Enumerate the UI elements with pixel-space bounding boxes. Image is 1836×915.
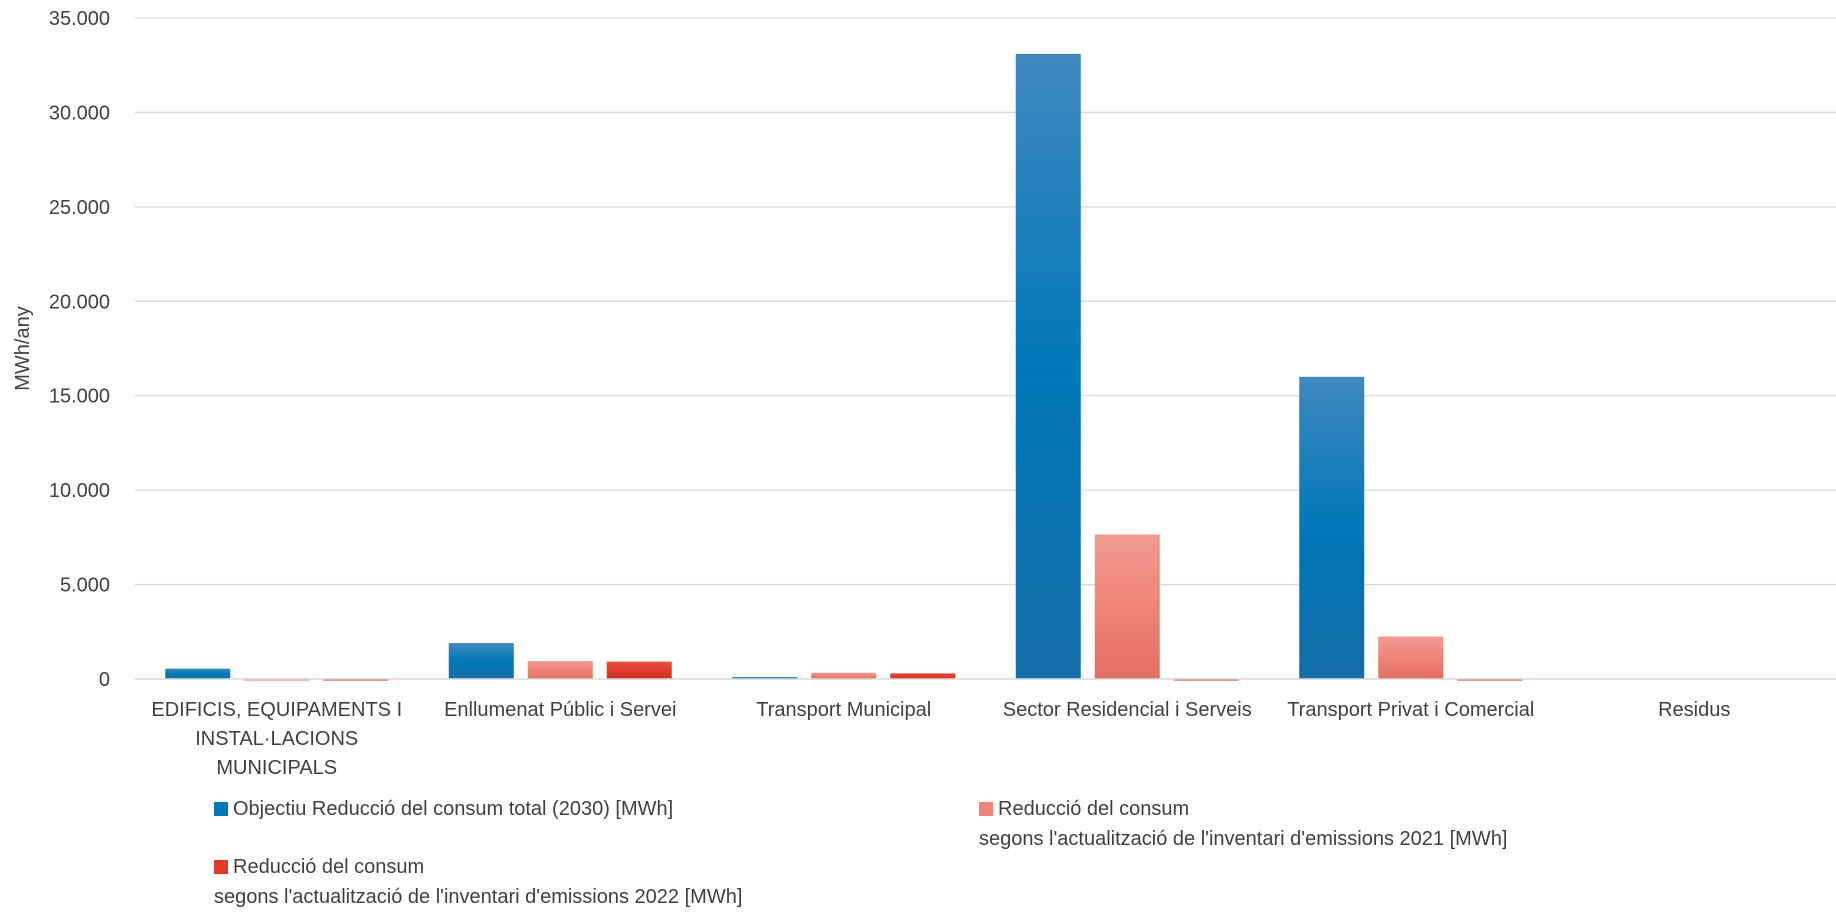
legend-label: Reducció del consum: [998, 798, 1189, 820]
bar: [890, 673, 956, 679]
y-tick-label: 30.000: [49, 102, 110, 124]
bar: [165, 668, 231, 679]
bar: [1378, 636, 1444, 679]
bar: [811, 672, 877, 679]
legend-swatch: [214, 802, 228, 816]
x-tick-label: INSTAL·LACIONS: [195, 728, 358, 750]
bar: [1457, 679, 1523, 681]
legend-label: Reducció del consum: [233, 856, 424, 878]
x-tick-label: Transport Municipal: [756, 699, 931, 721]
bar: [244, 679, 310, 681]
bar: [448, 643, 514, 679]
y-tick-label: 10.000: [49, 480, 110, 502]
bar: [1094, 534, 1160, 679]
y-tick-label: 20.000: [49, 291, 110, 313]
bar: [732, 677, 798, 679]
gridlines: [135, 17, 1836, 586]
x-tick-label: Sector Residencial i Serveis: [1003, 699, 1252, 721]
y-tick-label: 35.000: [49, 8, 110, 30]
y-tick-label: 0: [99, 669, 110, 691]
bar: [323, 679, 389, 681]
y-axis-title: MWh/any: [12, 306, 34, 390]
x-tick-label: Transport Privat i Comercial: [1287, 699, 1534, 721]
y-tick-label: 25.000: [49, 197, 110, 219]
bar: [1299, 376, 1365, 679]
legend-swatch: [979, 802, 993, 816]
legend: Objectiu Reducció del consum total (2030…: [214, 798, 1507, 908]
legend-swatch: [214, 860, 228, 874]
y-tick-label: 15.000: [49, 386, 110, 408]
x-tick-label: Residus: [1658, 699, 1730, 721]
legend-label: Objectiu Reducció del consum total (2030…: [233, 798, 673, 820]
bar: [606, 661, 672, 679]
legend-entry: Reducció del consum segons l'actualitzaci…: [214, 856, 742, 908]
labels: 0 5.000 10.000 15.000 20.000 25.000 30.000 35.0…: [12, 8, 1730, 779]
legend-label: segons l'actualització de l'inventari d'…: [214, 886, 742, 908]
legend-label: segons l'actualització de l'inventari d'…: [979, 828, 1507, 850]
bars: [165, 53, 1523, 681]
y-tick-label: 5.000: [60, 575, 110, 597]
bar: [1173, 679, 1239, 681]
legend-entry: Reducció del consum segons l'actualitzaci…: [979, 798, 1507, 850]
x-tick-label: MUNICIPALS: [216, 757, 337, 779]
legend-entry: Objectiu Reducció del consum total (2030…: [214, 798, 673, 820]
bar: [1015, 53, 1081, 679]
x-tick-label: Enllumenat Públic i Servei: [444, 699, 676, 721]
x-tick-label: EDIFICIS, EQUIPAMENTS I: [151, 699, 402, 721]
bar: [527, 661, 593, 679]
